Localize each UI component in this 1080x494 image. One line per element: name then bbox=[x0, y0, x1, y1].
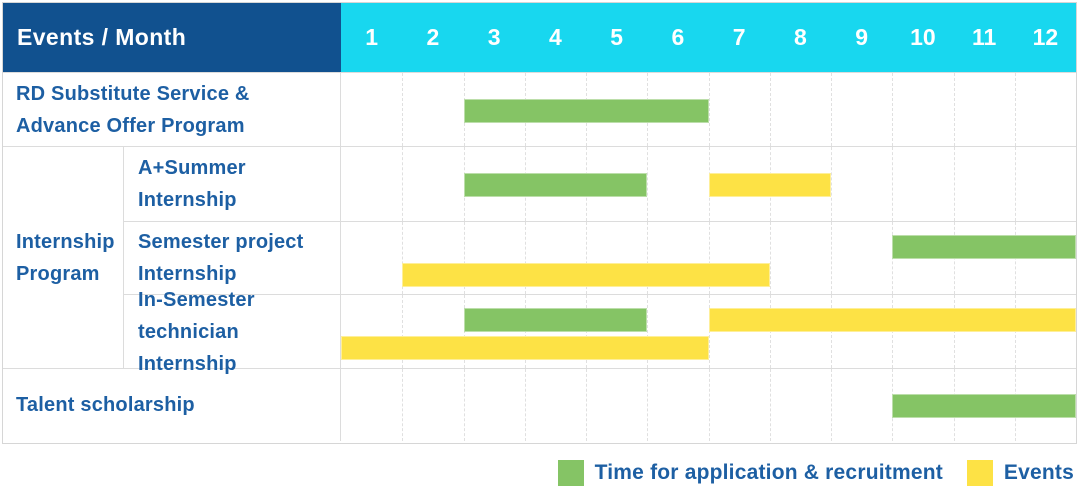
row-label-text: Talent scholarship bbox=[16, 394, 195, 416]
month-label: 5 bbox=[610, 24, 624, 50]
recruitment-swatch-icon bbox=[557, 460, 584, 486]
month-label: 4 bbox=[548, 24, 562, 50]
row-label-text: A+Summer Internship bbox=[138, 156, 246, 211]
group-label-cell: Internship Program bbox=[3, 147, 124, 368]
month-gridline bbox=[892, 147, 894, 221]
month-gridline bbox=[1014, 147, 1016, 221]
month-label: 7 bbox=[732, 24, 746, 50]
month-header: 1 2 3 4 5 6 7 8 9 10 11 12 bbox=[341, 3, 1076, 72]
month-gridline bbox=[953, 73, 955, 146]
month-gridline bbox=[402, 147, 404, 221]
month-gridline bbox=[708, 73, 710, 146]
month-gridline bbox=[708, 369, 710, 441]
month-label: 9 bbox=[855, 24, 869, 50]
month-label: 11 bbox=[971, 24, 997, 50]
month-gridline bbox=[586, 221, 587, 294]
event-bar bbox=[402, 262, 770, 287]
gantt-table: Events / Month 1 2 3 4 5 6 7 8 9 10 11 12 RD Substi… bbox=[2, 2, 1077, 444]
row-a-summer-internship: A+Summer Internship bbox=[124, 147, 1076, 221]
chart-cell-in-semester bbox=[341, 295, 1076, 368]
month-gridline bbox=[586, 369, 587, 441]
legend: Time for application & recruitment Event… bbox=[557, 459, 1074, 487]
legend-item-events: Events bbox=[966, 460, 1074, 486]
month-gridline bbox=[402, 73, 404, 146]
group-rows: A+Summer Internship Semester project Int… bbox=[124, 147, 1076, 375]
month-gridline bbox=[524, 221, 526, 294]
month-gridline bbox=[647, 221, 649, 294]
month-gridline bbox=[463, 369, 465, 441]
recruitment-bar bbox=[892, 234, 1076, 259]
month-gridline bbox=[647, 369, 649, 441]
row-label-text: In-Semester technician Internship bbox=[138, 288, 255, 375]
month-label: 2 bbox=[426, 24, 440, 50]
corner-header-cell: Events / Month bbox=[3, 3, 341, 72]
chart-cell-semester-project bbox=[341, 221, 1076, 294]
group-label-text: Internship Program bbox=[16, 230, 115, 285]
legend-label-recruitment: Time for application & recruitment bbox=[594, 461, 943, 484]
month-gridline bbox=[831, 369, 832, 441]
events-swatch-icon bbox=[966, 460, 993, 486]
month-gridline bbox=[463, 221, 465, 294]
legend-label-events: Events bbox=[1003, 461, 1074, 484]
event-bar bbox=[341, 336, 709, 360]
row-label: Semester project Internship bbox=[124, 221, 341, 294]
recruitment-bar bbox=[463, 172, 648, 197]
month-label: 3 bbox=[487, 24, 501, 50]
month-label: 12 bbox=[1032, 24, 1059, 50]
row-rd-substitute: RD Substitute Service & Advance Offer Pr… bbox=[3, 72, 1076, 146]
row-label-text: RD Substitute Service & Advance Offer Pr… bbox=[16, 82, 250, 137]
month-gridline bbox=[402, 221, 404, 294]
row-label: In-Semester technician Internship bbox=[124, 289, 341, 375]
month-gridline bbox=[524, 369, 526, 441]
chart-cell-talent-scholarship bbox=[341, 369, 1076, 441]
chart-cell-a-summer bbox=[341, 147, 1076, 221]
table-header-row: Events / Month 1 2 3 4 5 6 7 8 9 10 11 12 bbox=[3, 3, 1076, 72]
month-gridline bbox=[831, 221, 832, 294]
month-gridline bbox=[708, 221, 710, 294]
month-gridline bbox=[769, 221, 771, 294]
row-in-semester-technician-internship: In-Semester technician Internship bbox=[124, 289, 1076, 375]
corner-header-label: Events / Month bbox=[17, 24, 187, 50]
row-semester-project-internship: Semester project Internship bbox=[124, 220, 1076, 294]
month-gridline bbox=[831, 73, 832, 146]
row-label-text: Semester project Internship bbox=[138, 230, 304, 285]
month-gridline bbox=[953, 147, 955, 221]
internship-program-group: Internship Program A+Summer Internship S… bbox=[3, 146, 1076, 375]
month-gridline bbox=[769, 73, 771, 146]
month-gridline bbox=[402, 295, 404, 368]
month-gridline bbox=[831, 147, 832, 221]
month-gridline bbox=[647, 295, 649, 368]
recruitment-bar bbox=[892, 394, 1076, 418]
event-bar bbox=[708, 172, 831, 197]
row-label: Talent scholarship bbox=[3, 369, 341, 441]
month-label: 10 bbox=[910, 24, 936, 50]
month-gridline bbox=[892, 73, 894, 146]
event-bar bbox=[708, 308, 1076, 332]
recruitment-bar bbox=[463, 308, 648, 332]
month-label: 8 bbox=[793, 24, 807, 50]
chart-cell-rd-substitute bbox=[341, 73, 1076, 146]
month-label: 6 bbox=[671, 24, 685, 50]
row-label: RD Substitute Service & Advance Offer Pr… bbox=[3, 73, 341, 146]
row-label: A+Summer Internship bbox=[124, 147, 341, 221]
month-gridline bbox=[402, 369, 404, 441]
month-label: 1 bbox=[365, 24, 379, 50]
month-gridline bbox=[769, 369, 771, 441]
legend-item-recruitment: Time for application & recruitment bbox=[557, 460, 943, 486]
recruitment-bar bbox=[463, 98, 709, 123]
row-talent-scholarship: Talent scholarship bbox=[3, 368, 1076, 441]
month-gridline bbox=[647, 147, 649, 221]
month-gridline bbox=[1014, 73, 1016, 146]
